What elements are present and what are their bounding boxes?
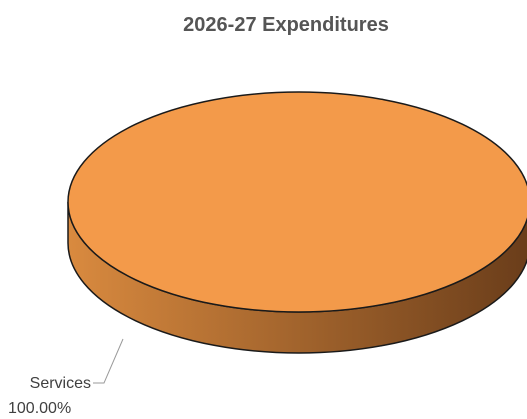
pie-plot-area bbox=[67, 91, 527, 354]
slice-label-percent: 100.00% bbox=[8, 400, 71, 417]
leader-line bbox=[93, 338, 124, 384]
pie-slice-services bbox=[67, 91, 527, 313]
slice-label-name: Services bbox=[30, 375, 91, 392]
chart-title: 2026-27 Expenditures bbox=[183, 14, 389, 36]
